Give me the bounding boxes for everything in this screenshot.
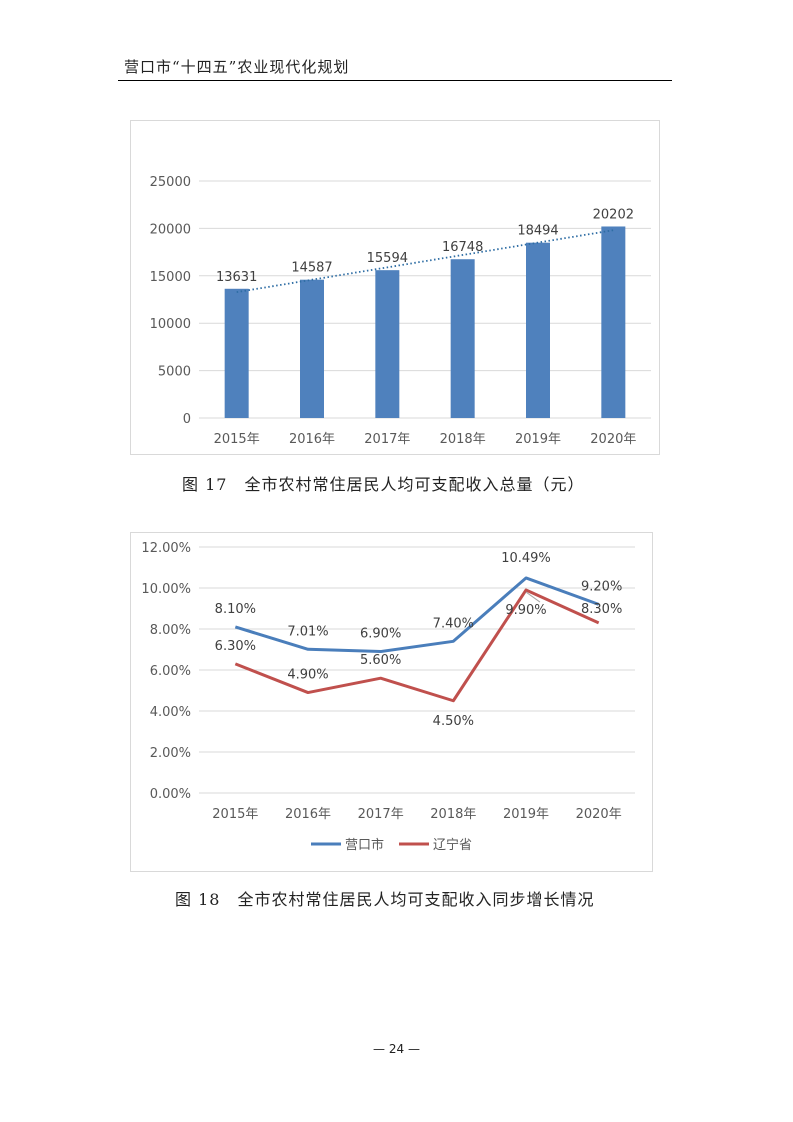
- bar: [526, 242, 550, 418]
- income-total-bar-chart-canvas: 0 5000 10000 15000 20000 25000 13631 2015年 14587…: [150, 175, 651, 447]
- x-tick-label: 2017年: [364, 432, 410, 447]
- x-tick-label: 2019年: [515, 432, 561, 447]
- y-tick-label: 10.00%: [141, 582, 191, 597]
- data-label: 7.40%: [433, 616, 474, 631]
- bar: [601, 226, 626, 418]
- data-label: 8.10%: [215, 602, 256, 617]
- y-tick-label: 2.00%: [150, 746, 191, 761]
- data-label: 6.30%: [215, 639, 256, 654]
- y-tick-label: 15000: [150, 270, 191, 285]
- y-tick-label: 6.00%: [150, 664, 191, 679]
- bar: [224, 288, 249, 418]
- header-divider: [118, 80, 672, 81]
- data-label: 15594: [367, 251, 408, 266]
- y-tick-label: 0.00%: [150, 787, 191, 802]
- x-tick-label: 2020年: [590, 432, 636, 447]
- data-label: 18494: [517, 224, 558, 239]
- bar: [375, 270, 400, 418]
- figure-18-caption: 图 18 全市农村常住居民人均可支配收入同步增长情况: [175, 890, 595, 909]
- x-tick-label: 2020年: [576, 807, 622, 822]
- data-label: 6.90%: [360, 627, 401, 642]
- data-label: 7.01%: [287, 624, 328, 639]
- y-tick-label: 10000: [150, 317, 191, 332]
- y-tick-label: 0: [183, 412, 191, 427]
- data-label: 9.20%: [581, 579, 622, 594]
- x-tick-label: 2016年: [285, 807, 331, 822]
- x-tick-label: 2015年: [214, 432, 260, 447]
- figure-17-caption: 图 17 全市农村常住居民人均可支配收入总量（元）: [182, 475, 585, 494]
- data-label: 5.60%: [360, 653, 401, 668]
- data-label: 8.30%: [581, 602, 622, 617]
- y-tick-label: 8.00%: [150, 623, 191, 638]
- legend-label: 营口市: [345, 837, 384, 853]
- label-leader-line: [525, 591, 541, 603]
- x-tick-label: 2015年: [212, 807, 258, 822]
- x-tick-label: 2019年: [503, 807, 549, 822]
- y-tick-label: 12.00%: [141, 541, 191, 556]
- data-label: 4.50%: [433, 714, 474, 729]
- data-label: 20202: [593, 207, 634, 222]
- y-tick-label: 5000: [158, 365, 191, 380]
- page-header-title: 营口市“十四五”农业现代化规划: [124, 58, 350, 76]
- bar: [450, 259, 475, 418]
- page-number: — 24 —: [373, 1042, 420, 1056]
- y-tick-label: 4.00%: [150, 705, 191, 720]
- y-tick-label: 25000: [150, 175, 191, 190]
- legend-label: 辽宁省: [433, 837, 472, 853]
- data-label: 9.90%: [505, 603, 546, 618]
- x-tick-label: 2016年: [289, 432, 335, 447]
- bar: [300, 279, 324, 418]
- income-growth-line-chart-canvas: 0.00% 2.00% 4.00% 6.00% 8.00% 10.00% 12.00% 201…: [141, 541, 635, 853]
- data-label: 4.90%: [287, 668, 328, 683]
- data-label: 14587: [291, 261, 332, 276]
- series-line: [234, 576, 600, 654]
- y-tick-label: 20000: [150, 222, 191, 237]
- series-line: [234, 588, 600, 703]
- x-tick-label: 2018年: [440, 432, 486, 447]
- data-label: 10.49%: [501, 551, 551, 566]
- data-label: 16748: [442, 240, 483, 255]
- income-growth-line-chart: 0.00% 2.00% 4.00% 6.00% 8.00% 10.00% 12.00% 201…: [130, 532, 653, 872]
- x-tick-label: 2017年: [358, 807, 404, 822]
- income-total-bar-chart: 0 5000 10000 15000 20000 25000 13631 2015年 14587…: [130, 120, 660, 455]
- data-label: 13631: [216, 270, 257, 285]
- x-tick-label: 2018年: [430, 807, 476, 822]
